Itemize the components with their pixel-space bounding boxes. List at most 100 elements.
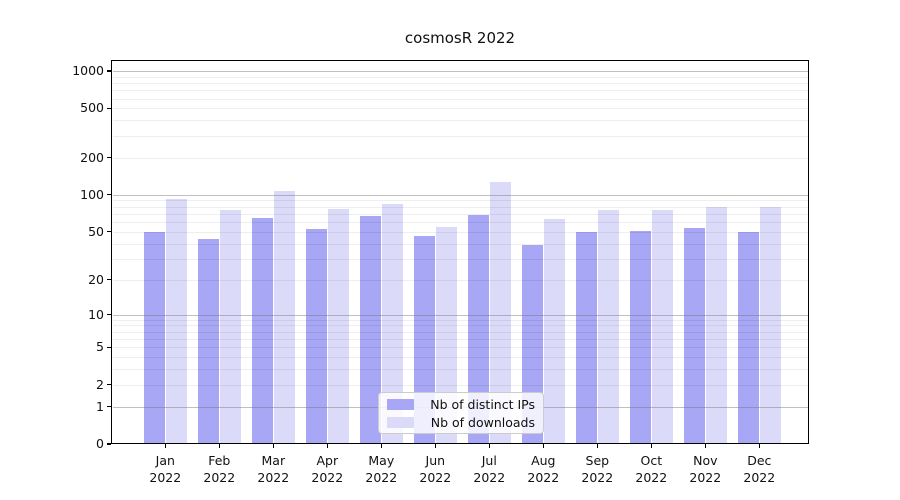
x-tick-mark-mar [272,444,274,448]
bar-distinct-ips-sep [575,231,597,444]
x-tick-label-jun: Jun 2022 [405,452,465,486]
x-tick-label-feb: Feb 2022 [189,452,249,486]
legend-swatch-downloads [387,416,414,428]
minor-gridline-90 [113,200,808,202]
major-gridline-100 [113,194,808,196]
y-tick-label-2: 2 [96,376,104,392]
minor-gridline-600 [113,98,808,100]
y-tick-mark-2 [107,384,111,386]
x-tick-year: 2022 [203,470,236,485]
minor-gridline-80 [113,206,808,208]
minor-gridline-6 [113,338,808,340]
x-tick-label-may: May 2022 [351,452,411,486]
y-tick-mark-0 [107,443,111,445]
bar-distinct-ips-dec [737,231,759,444]
x-tick-month: Dec [747,453,772,468]
bar-downloads-apr [327,208,349,444]
minor-gridline-4 [113,357,808,359]
y-tick-mark-20 [107,279,111,281]
bar-distinct-ips-feb [197,238,219,444]
x-tick-mark-nov [704,444,706,448]
x-tick-mark-feb [218,444,220,448]
bar-downloads-mar [273,190,295,444]
x-tick-label-oct: Oct 2022 [621,452,681,486]
x-tick-mark-jan [164,444,166,448]
y-tick-label-50: 50 [88,223,104,239]
y-tick-label-100: 100 [80,186,104,202]
bar-distinct-ips-jan [143,231,165,444]
y-tick-label-1000: 1000 [72,63,104,79]
x-tick-label-jan: Jan 2022 [135,452,195,486]
minor-gridline-200 [113,157,808,159]
minor-gridline-2 [113,384,808,386]
bar-distinct-ips-apr [305,228,327,444]
legend-label-distinct-ips: Nb of distinct IPs [430,396,535,412]
x-tick-label-nov: Nov 2022 [675,452,735,486]
minor-gridline-700 [113,90,808,92]
y-tick-mark-1000 [107,70,111,72]
x-tick-year: 2022 [743,470,776,485]
x-tick-mark-jun [434,444,436,448]
legend-swatch-distinct-ips [387,398,414,410]
x-tick-month: Mar [261,453,286,468]
bar-downloads-dec [759,207,781,444]
minor-gridline-50 [113,231,808,233]
legend: Nb of distinct IPs Nb of downloads [378,392,544,434]
x-tick-year: 2022 [365,470,398,485]
x-tick-month: Aug [531,453,556,468]
x-tick-label-dec: Dec 2022 [729,452,789,486]
x-tick-month: Jul [481,453,497,468]
x-tick-year: 2022 [473,470,506,485]
y-tick-label-10: 10 [88,306,104,322]
y-tick-mark-100 [107,194,111,196]
x-tick-mark-aug [542,444,544,448]
y-tick-mark-200 [107,157,111,159]
major-gridline-10 [113,314,808,316]
minor-gridline-5 [113,347,808,349]
y-tick-mark-500 [107,107,111,109]
x-tick-mark-sep [596,444,598,448]
minor-gridline-9 [113,319,808,321]
bar-downloads-jun [435,226,457,444]
y-tick-label-0: 0 [96,436,104,451]
bar-downloads-feb [219,209,241,444]
bar-distinct-ips-jun [413,236,435,444]
minor-gridline-30 [113,258,808,260]
minor-gridline-40 [113,243,808,245]
y-tick-label-5: 5 [96,339,104,355]
legend-label-downloads: Nb of downloads [430,414,535,430]
y-tick-mark-50 [107,231,111,233]
x-tick-year: 2022 [581,470,614,485]
minor-gridline-800 [113,83,808,85]
x-tick-year: 2022 [689,470,722,485]
y-tick-mark-5 [107,346,111,348]
chart-title: cosmosR 2022 [404,29,516,47]
bar-downloads-sep [597,209,619,444]
x-tick-year: 2022 [419,470,452,485]
minor-gridline-7 [113,331,808,333]
x-tick-month: May [368,453,395,468]
minor-gridline-300 [113,135,808,137]
y-tick-label-500: 500 [80,100,104,116]
bar-distinct-ips-nov [683,227,705,444]
y-tick-label-20: 20 [88,271,104,287]
bar-downloads-jul [489,182,511,444]
minor-gridline-20 [113,279,808,281]
x-tick-year: 2022 [311,470,344,485]
y-tick-label-200: 200 [80,149,104,165]
bar-distinct-ips-may [359,216,381,444]
x-tick-month: Nov [693,453,718,468]
x-tick-mark-may [380,444,382,448]
x-tick-month: Oct [640,453,663,468]
y-tick-mark-1 [107,405,111,408]
y-tick-mark-10 [107,313,111,316]
minor-gridline-500 [113,108,808,110]
minor-gridline-8 [113,325,808,327]
x-tick-label-mar: Mar 2022 [243,452,303,486]
bar-downloads-may [381,204,403,444]
x-tick-year: 2022 [527,470,560,485]
x-tick-month: Apr [316,453,339,468]
minor-gridline-70 [113,213,808,215]
minor-gridline-900 [113,76,808,78]
x-tick-label-sep: Sep 2022 [567,452,627,486]
